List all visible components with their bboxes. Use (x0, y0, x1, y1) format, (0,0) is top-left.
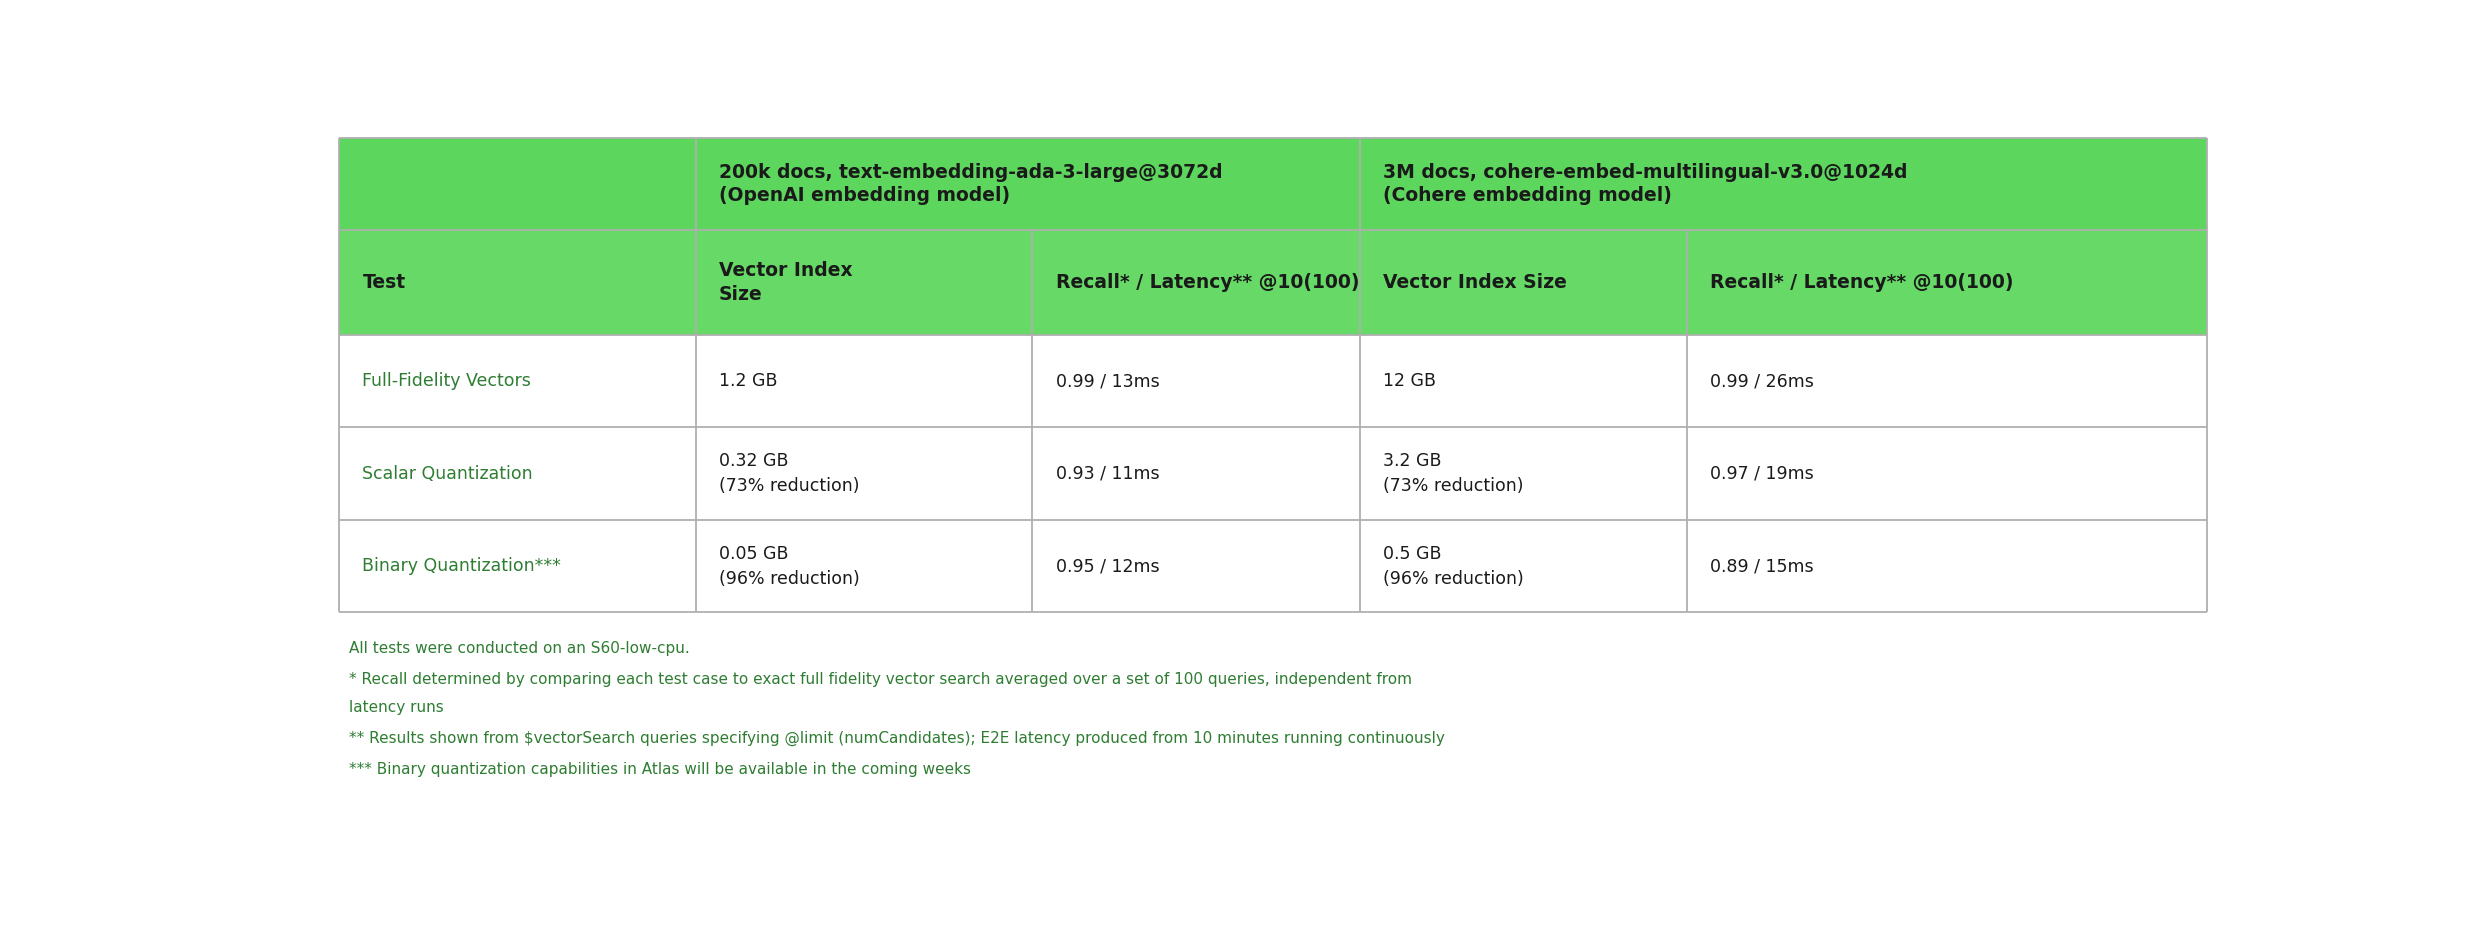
Text: 0.32 GB: 0.32 GB (718, 452, 787, 470)
Bar (340, 520, 696, 613)
Bar (696, 428, 1033, 520)
Bar (1359, 520, 1687, 613)
Bar (696, 231, 1033, 335)
Bar (1687, 335, 2206, 428)
Text: 1.2 GB: 1.2 GB (718, 372, 777, 390)
Bar (696, 520, 1033, 613)
Bar (1359, 138, 2206, 231)
Text: * Recall determined by comparing each test case to exact full fidelity vector se: * Recall determined by comparing each te… (348, 673, 1411, 688)
Bar (1359, 231, 1687, 335)
Text: 0.95 / 12ms: 0.95 / 12ms (1056, 557, 1160, 575)
Bar (696, 335, 1033, 428)
Bar (1359, 428, 1687, 520)
Bar (696, 138, 1359, 231)
Text: (Cohere embedding model): (Cohere embedding model) (1384, 187, 1672, 205)
Text: ** Results shown from $vectorSearch queries specifying @limit (numCandidates); E: ** Results shown from $vectorSearch quer… (348, 731, 1446, 746)
Text: Vector Index Size: Vector Index Size (1384, 273, 1567, 292)
Text: 3M docs, cohere-embed-multilingual-v3.0@1024d: 3M docs, cohere-embed-multilingual-v3.0@… (1384, 162, 1908, 182)
Text: (96% reduction): (96% reduction) (1384, 569, 1523, 588)
Text: All tests were conducted on an S60-low-cpu.: All tests were conducted on an S60-low-c… (348, 642, 691, 657)
Bar (1033, 335, 1359, 428)
Bar (1687, 231, 2206, 335)
Bar (1687, 520, 2206, 613)
Text: Full-Fidelity Vectors: Full-Fidelity Vectors (363, 372, 532, 390)
Text: Vector Index: Vector Index (718, 262, 852, 280)
Bar (1033, 231, 1359, 335)
Text: Binary Quantization***: Binary Quantization*** (363, 557, 561, 575)
Text: 3.2 GB: 3.2 GB (1384, 452, 1441, 470)
Text: (96% reduction): (96% reduction) (718, 569, 859, 588)
Bar (340, 231, 696, 335)
Text: (OpenAI embedding model): (OpenAI embedding model) (718, 187, 1011, 205)
Text: Size: Size (718, 285, 763, 304)
Bar (340, 335, 696, 428)
Text: Scalar Quantization: Scalar Quantization (363, 464, 534, 483)
Bar (1033, 520, 1359, 613)
Text: *** Binary quantization capabilities in Atlas will be available in the coming we: *** Binary quantization capabilities in … (348, 762, 971, 777)
Text: 0.99 / 13ms: 0.99 / 13ms (1056, 372, 1160, 390)
Text: 12 GB: 12 GB (1384, 372, 1436, 390)
Text: 0.97 / 19ms: 0.97 / 19ms (1709, 464, 1813, 483)
Bar (340, 428, 696, 520)
Text: 200k docs, text-embedding-ada-3-large@3072d: 200k docs, text-embedding-ada-3-large@30… (718, 162, 1222, 182)
Text: 0.89 / 15ms: 0.89 / 15ms (1709, 557, 1813, 575)
Text: (73% reduction): (73% reduction) (1384, 477, 1523, 495)
Text: Recall* / Latency** @10(100): Recall* / Latency** @10(100) (1709, 273, 2015, 292)
Text: 0.05 GB: 0.05 GB (718, 545, 787, 563)
Text: (73% reduction): (73% reduction) (718, 477, 859, 495)
Bar (1033, 428, 1359, 520)
Text: 0.5 GB: 0.5 GB (1384, 545, 1441, 563)
Bar (1359, 335, 1687, 428)
Text: 0.99 / 26ms: 0.99 / 26ms (1709, 372, 1813, 390)
Text: latency runs: latency runs (348, 700, 445, 715)
Text: 0.93 / 11ms: 0.93 / 11ms (1056, 464, 1160, 483)
Text: Recall* / Latency** @10(100): Recall* / Latency** @10(100) (1056, 273, 1359, 292)
Bar (340, 138, 696, 231)
Text: Test: Test (363, 273, 405, 292)
Bar (1687, 428, 2206, 520)
